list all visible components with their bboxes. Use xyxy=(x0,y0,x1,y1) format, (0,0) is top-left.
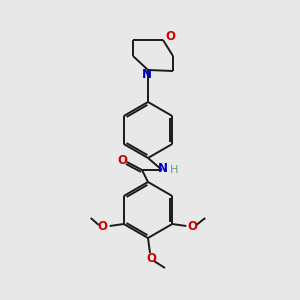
Text: N: N xyxy=(142,68,152,80)
Text: O: O xyxy=(187,220,197,232)
Text: O: O xyxy=(98,220,108,232)
Text: O: O xyxy=(117,154,127,167)
Text: N: N xyxy=(158,163,168,176)
Text: O: O xyxy=(165,31,175,44)
Text: O: O xyxy=(146,253,156,266)
Text: H: H xyxy=(170,165,178,175)
